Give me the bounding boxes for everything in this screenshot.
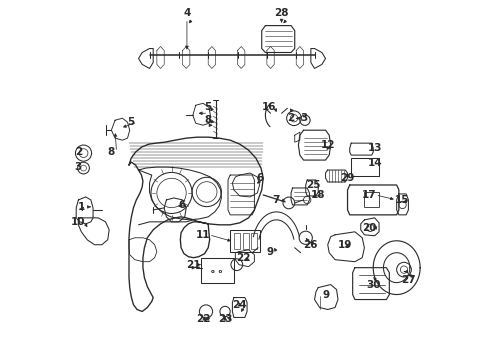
Text: 25: 25 <box>305 180 320 190</box>
Text: 3: 3 <box>299 113 306 123</box>
Text: 28: 28 <box>274 8 288 18</box>
Text: 21: 21 <box>186 260 201 270</box>
Text: 4: 4 <box>183 8 190 18</box>
Text: 27: 27 <box>400 275 415 285</box>
Text: 5: 5 <box>127 117 135 127</box>
Text: 17: 17 <box>362 190 376 200</box>
Text: 5: 5 <box>204 102 211 112</box>
Text: 15: 15 <box>394 195 408 205</box>
Text: 19: 19 <box>338 240 352 250</box>
Text: 13: 13 <box>366 143 381 153</box>
Bar <box>201 258 233 283</box>
Text: 2: 2 <box>75 147 82 157</box>
Bar <box>251 233 257 249</box>
Bar <box>242 233 248 249</box>
Text: 9: 9 <box>322 289 329 300</box>
Text: 12: 12 <box>320 140 334 150</box>
Text: 1: 1 <box>78 202 85 212</box>
Text: 16: 16 <box>261 102 276 112</box>
Text: 10: 10 <box>71 217 85 227</box>
Text: 20: 20 <box>362 223 376 233</box>
Text: 26: 26 <box>303 240 318 250</box>
Text: 3: 3 <box>75 162 82 172</box>
Bar <box>364 192 378 207</box>
Bar <box>230 230 259 252</box>
Text: 14: 14 <box>366 158 381 168</box>
Text: 6: 6 <box>178 200 185 210</box>
Bar <box>233 233 239 249</box>
Text: 6: 6 <box>255 173 263 183</box>
Text: 2: 2 <box>287 113 294 123</box>
Text: 11: 11 <box>195 230 210 240</box>
Text: 22: 22 <box>195 314 210 324</box>
Text: 23: 23 <box>217 314 232 324</box>
Text: 24: 24 <box>232 300 246 310</box>
Text: o  o: o o <box>211 269 222 274</box>
Text: 22: 22 <box>236 253 250 263</box>
Text: 8: 8 <box>204 115 211 125</box>
Text: 29: 29 <box>340 173 354 183</box>
Bar <box>350 158 378 176</box>
Text: 18: 18 <box>310 190 325 200</box>
Text: 9: 9 <box>266 247 274 257</box>
Text: 7: 7 <box>272 195 280 205</box>
Text: 8: 8 <box>107 147 114 157</box>
Text: 30: 30 <box>365 280 380 289</box>
